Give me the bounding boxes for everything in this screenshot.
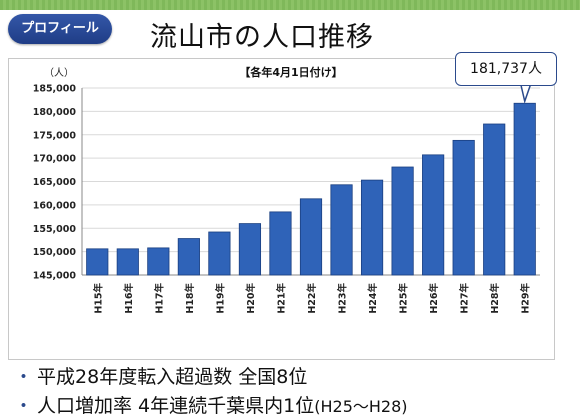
- y-tick-label: 185,000: [33, 84, 77, 95]
- x-tick-label: H24年: [367, 283, 379, 314]
- y-tick-label: 175,000: [33, 130, 77, 141]
- bullet-migration-rank: ・平成28年度転入超過数 全国8位: [14, 362, 307, 389]
- bullet-dot: ・: [14, 366, 34, 388]
- x-tick-label: H19年: [214, 283, 226, 314]
- bar: [269, 211, 292, 276]
- x-tick-label: H18年: [184, 283, 196, 314]
- x-tick-label: H21年: [275, 283, 287, 314]
- bar: [422, 154, 445, 276]
- y-tick-label: 155,000: [33, 224, 77, 235]
- x-tick-label: H25年: [398, 283, 410, 314]
- x-tick-label: H22年: [306, 283, 318, 314]
- callout-pointer: [519, 83, 532, 104]
- y-axis-unit-label: （人）: [44, 67, 74, 79]
- x-tick-label: H17年: [153, 283, 165, 314]
- x-tick-label: H20年: [245, 283, 257, 314]
- x-tick-label: H29年: [520, 283, 532, 314]
- y-tick-label: 180,000: [33, 107, 77, 118]
- bullet-text: 人口増加率 4年連続千葉県内1位: [37, 395, 315, 417]
- y-tick-label: 165,000: [33, 177, 77, 188]
- x-tick-label: H27年: [459, 283, 471, 314]
- chart-title: 【各年4月1日付け】: [239, 65, 342, 79]
- y-tick-label: 150,000: [33, 247, 77, 258]
- latest-value-callout: 181,737人: [455, 52, 557, 86]
- x-tick-label: H26年: [428, 283, 440, 314]
- bullet-growth-rank: ・人口増加率 4年連続千葉県内1位(H25～H28): [14, 391, 408, 418]
- y-tick-label: 160,000: [33, 200, 77, 211]
- profile-badge: プロフィール: [8, 14, 112, 44]
- population-bar-chart: （人） 【各年4月1日付け】 145,000 150,000 155,000 160,00…: [33, 65, 540, 314]
- bar: [86, 248, 109, 276]
- x-tick-label: H16年: [123, 283, 135, 314]
- x-tick-label: H28年: [489, 283, 501, 314]
- bar: [238, 223, 262, 276]
- y-tick-label: 170,000: [33, 154, 77, 165]
- bar: [330, 184, 353, 276]
- bar: [483, 123, 506, 276]
- y-tick-label: 145,000: [33, 271, 77, 282]
- bar: [299, 198, 323, 276]
- bar: [360, 179, 384, 276]
- bullet-text: 平成28年度転入超過数 全国8位: [37, 366, 308, 388]
- bar: [391, 166, 414, 276]
- bullet-tail: (H25～H28): [314, 397, 408, 416]
- bar: [177, 238, 200, 276]
- bar: [452, 139, 475, 276]
- bar: [116, 248, 139, 276]
- x-tick-label: H15年: [92, 283, 104, 314]
- bullet-dot: ・: [14, 395, 34, 417]
- bar: [208, 231, 231, 276]
- page-title: 流山市の人口推移: [150, 22, 374, 53]
- bar: [513, 102, 536, 276]
- top-decorative-band: [0, 0, 580, 10]
- bar: [147, 247, 170, 276]
- x-tick-label: H23年: [337, 283, 349, 314]
